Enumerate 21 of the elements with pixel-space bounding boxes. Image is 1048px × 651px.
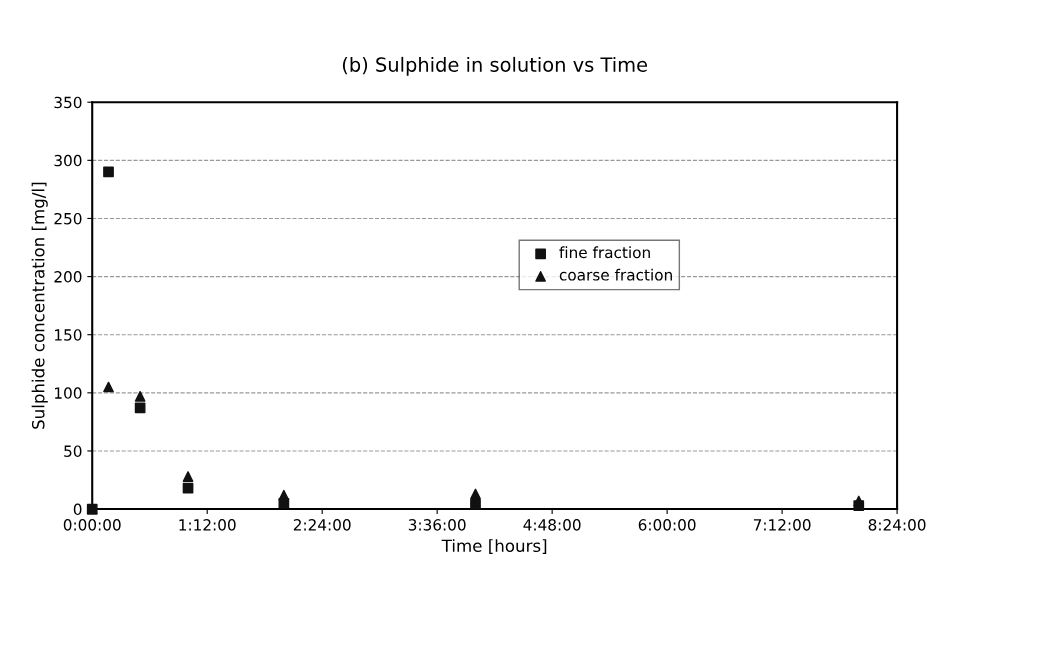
y-tick-label: 350 bbox=[54, 96, 82, 109]
y-tick-label: 0 bbox=[73, 503, 82, 516]
legend-label: fine fraction bbox=[559, 246, 650, 259]
chart-title: (b) Sulphide in solution vs Time bbox=[342, 56, 648, 76]
x-tick-label: 7:12:00 bbox=[753, 519, 811, 531]
legend-label: coarse fraction bbox=[559, 268, 672, 281]
x-tick-label: 3:36:00 bbox=[408, 519, 466, 531]
y-axis-title: Sulphide concentration [mg/l] bbox=[31, 182, 48, 429]
x-axis-title: Time [hours] bbox=[441, 539, 547, 555]
y-tick-label: 300 bbox=[54, 154, 82, 167]
x-tick-label: 4:48:00 bbox=[523, 519, 581, 531]
y-tick-label: 200 bbox=[54, 271, 82, 283]
x-tick-label: 8:24:00 bbox=[868, 519, 926, 531]
y-tick-label: 100 bbox=[55, 387, 82, 399]
y-tick-label: 250 bbox=[54, 212, 82, 225]
x-tick-label: 1:12:00 bbox=[179, 519, 236, 531]
y-tick-label: 150 bbox=[55, 329, 82, 341]
x-tick-label: 0:00:00 bbox=[63, 519, 121, 531]
x-tick-label: 6:00:00 bbox=[638, 519, 696, 531]
x-tick-label: 2:24:00 bbox=[293, 519, 351, 531]
y-tick-label: 50 bbox=[64, 445, 82, 457]
